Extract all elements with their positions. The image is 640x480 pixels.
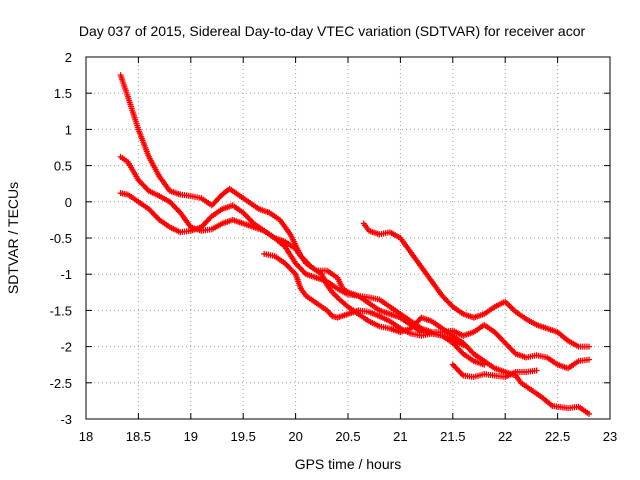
y-tick-label: -2.5 <box>50 376 72 391</box>
data-point <box>533 367 540 374</box>
x-tick-label: 19.5 <box>231 429 256 444</box>
x-tick-label: 18.5 <box>126 429 151 444</box>
data-point <box>586 410 593 417</box>
series-track-1 <box>117 72 593 417</box>
x-tick-label: 21.5 <box>440 429 465 444</box>
x-tick-label: 19 <box>184 429 198 444</box>
x-tick-label: 20.5 <box>335 429 360 444</box>
y-tick-label: -0.5 <box>50 231 72 246</box>
x-axis: 18 18.5 19 19.5 20 20.5 21 21.5 22 22.5 23 <box>79 57 617 444</box>
series-track-6 <box>449 361 540 381</box>
y-tick-label: -1 <box>60 267 72 282</box>
y-tick-label: -1.5 <box>50 303 72 318</box>
x-tick-label: 22 <box>498 429 512 444</box>
x-axis-label: GPS time / hours <box>295 456 402 472</box>
data-point <box>460 342 467 349</box>
x-tick-label: 22.5 <box>545 429 570 444</box>
gridlines <box>86 57 610 419</box>
series-track-3 <box>117 190 488 368</box>
chart-title: Day 037 of 2015, Sidereal Day-to-day VTE… <box>79 23 586 39</box>
series-track-2 <box>117 153 593 372</box>
x-tick-label: 18 <box>79 429 93 444</box>
x-tick-label: 23 <box>603 429 617 444</box>
series-track-5 <box>360 220 593 350</box>
x-tick-label: 21 <box>393 429 407 444</box>
y-tick-label: 2 <box>65 50 72 65</box>
series-track-4 <box>261 250 467 349</box>
data-point <box>481 361 488 368</box>
y-axis: 2 1.5 1 0.5 0 -0.5 -1 -1.5 -2 -2.5 -3 <box>50 50 610 427</box>
y-tick-label: -3 <box>60 412 72 427</box>
y-tick-label: -2 <box>60 340 72 355</box>
y-tick-label: 0.5 <box>54 159 72 174</box>
y-axis-label: SDTVAR / TECUs <box>5 182 21 294</box>
data-point <box>586 343 593 350</box>
data-point <box>586 356 593 363</box>
x-tick-label: 20 <box>288 429 302 444</box>
y-tick-label: 1 <box>65 122 72 137</box>
y-tick-label: 0 <box>65 195 72 210</box>
y-tick-label: 1.5 <box>54 86 72 101</box>
data-series <box>117 72 593 417</box>
